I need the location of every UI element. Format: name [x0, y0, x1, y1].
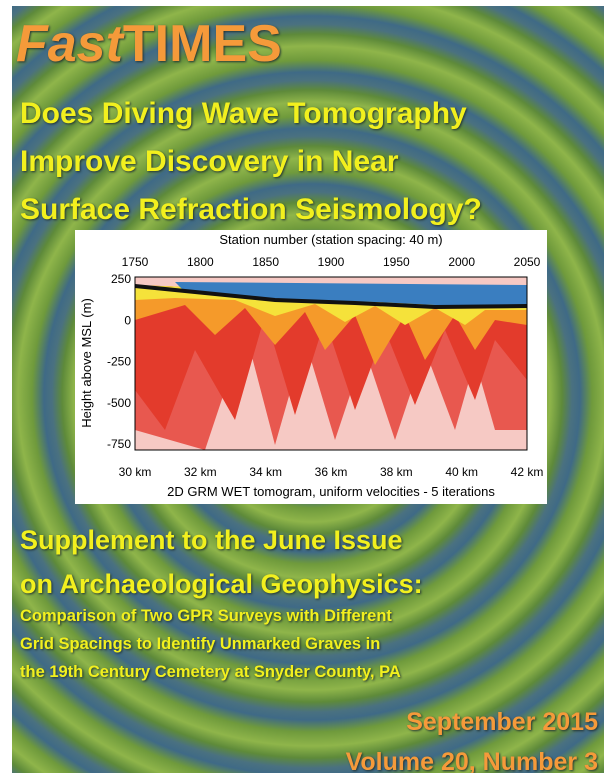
top-axis-title: Station number (station spacing: 40 m) [219, 232, 442, 247]
article-line: the 19th Century Cemetery at Snyder Coun… [20, 663, 401, 681]
top-tick-label: 1750 [122, 255, 149, 269]
top-tick-label: 1800 [187, 255, 214, 269]
headline-line: Improve Discovery in Near [20, 145, 399, 178]
bottom-tick-label: 38 km [380, 465, 413, 479]
issue-info: September 2015 Volume 20, Number 3 [346, 702, 598, 773]
top-tick-label: 1900 [318, 255, 345, 269]
caption: 2D GRM WET tomogram, uniform velocities … [167, 484, 495, 499]
headline: Does Diving Wave Tomography Improve Disc… [20, 90, 482, 234]
headline-line: Surface Refraction Seismology? [20, 193, 482, 226]
y-tick-label: 0 [124, 313, 131, 327]
bottom-tick-label: 30 km [119, 465, 152, 479]
supplement-line: Supplement to the June Issue [20, 525, 403, 555]
plot-frame [134, 276, 528, 451]
bottom-tick-label: 36 km [315, 465, 348, 479]
y-tick-label: 250 [111, 272, 131, 286]
headline-line: Does Diving Wave Tomography [20, 97, 467, 130]
figure: Station number (station spacing: 40 m) H… [75, 230, 547, 504]
tomogram [134, 277, 528, 450]
issue-volume: Volume 20, Number 3 [345, 748, 598, 773]
article-line: Grid Spacings to Identify Unmarked Grave… [20, 635, 381, 653]
bottom-tick-label: 34 km [249, 465, 282, 479]
title-prefix: Fast [16, 15, 123, 73]
bottom-tick-label: 42 km [511, 465, 544, 479]
cover: FastTIMES Does Diving Wave Tomography Im… [12, 6, 604, 773]
y-tick-label: -250 [107, 355, 131, 369]
title-suffix: TIMES [122, 15, 282, 73]
top-tick-label: 1850 [252, 255, 279, 269]
article-title: Comparison of Two GPR Surveys with Diffe… [20, 602, 401, 686]
article-line: Comparison of Two GPR Surveys with Diffe… [20, 607, 392, 625]
issue-date: September 2015 [406, 708, 598, 736]
supplement-title: Supplement to the June Issue on Archaeol… [20, 518, 423, 606]
bottom-tick-label: 32 km [184, 465, 217, 479]
surface-line [134, 284, 528, 310]
top-tick-label: 2000 [448, 255, 475, 269]
y-tick-label: -500 [107, 396, 131, 410]
bottom-tick-label: 40 km [445, 465, 478, 479]
velocity-top-layer [175, 282, 527, 306]
top-tick-label: 1950 [383, 255, 410, 269]
y-axis-title: Height above MSL (m) [79, 298, 94, 428]
magazine-title: FastTIMES [16, 14, 282, 74]
y-tick-label: -750 [107, 437, 131, 451]
supplement-line: on Archaeological Geophysics: [20, 569, 423, 599]
tick-labels: 1750 1800 1850 1900 1950 2000 2050 30 km 32 km 34… [107, 255, 543, 479]
top-tick-label: 2050 [514, 255, 541, 269]
